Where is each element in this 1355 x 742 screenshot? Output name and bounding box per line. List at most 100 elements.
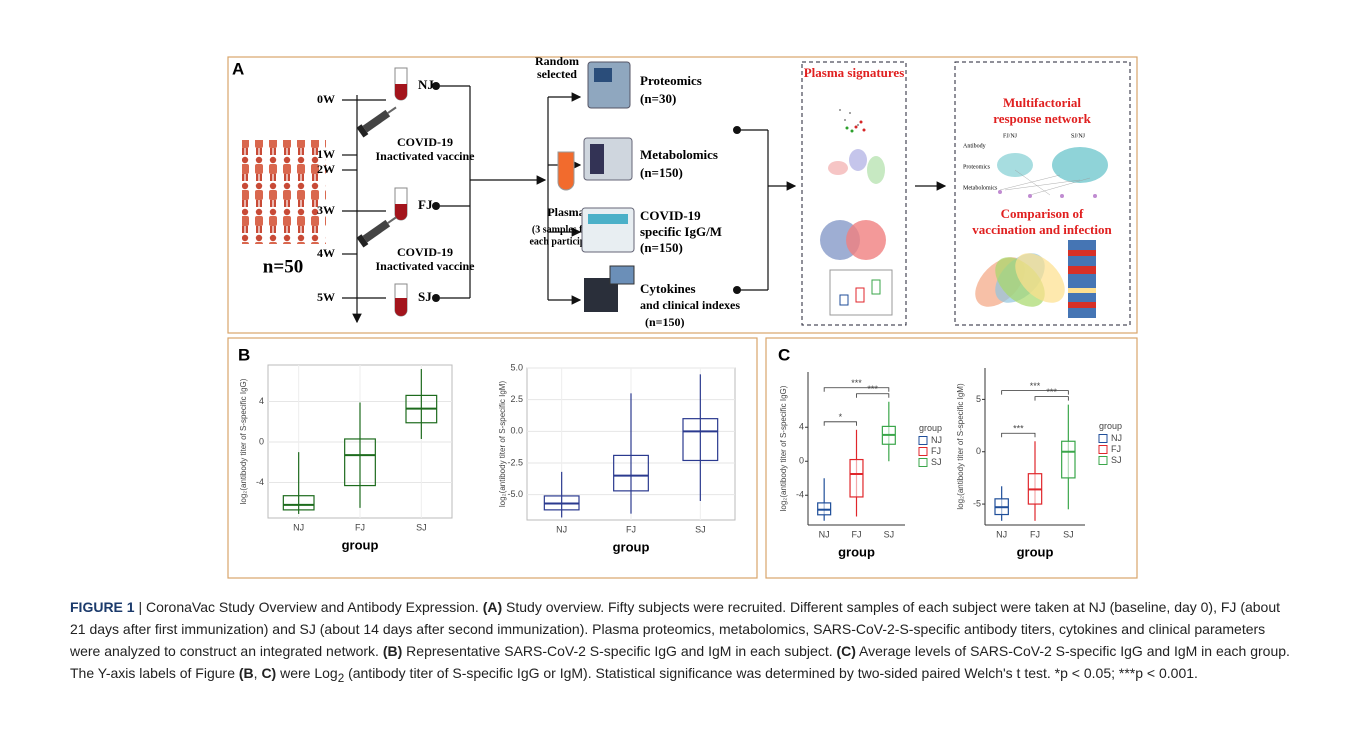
network-column: SJ/NJ [1071, 133, 1086, 139]
vaccine-label: COVID-19 [397, 245, 453, 259]
assay: Metabolomics [640, 147, 718, 162]
y-axis-title: log₂(antibody titer of S-specific IgG) [779, 385, 788, 511]
legend-title: group [919, 423, 942, 433]
assay: Proteomics [640, 73, 702, 88]
page: A B C n=50 0W 1W 2W 3W 4W 5W NJ FJ SJ CO… [0, 0, 1355, 742]
significance-label: *** [1046, 387, 1057, 397]
signature-title: Plasma signatures [804, 65, 905, 80]
legend-entry: SJ [931, 457, 942, 467]
assay: (n=150) [640, 165, 683, 180]
group-label: FJ [418, 197, 433, 212]
y-tick-label: 0 [799, 456, 804, 466]
caption-text: (B) [383, 643, 402, 659]
caption-text: | CoronaVac Study Overview and Antibody … [135, 599, 483, 615]
cohort-icon [242, 140, 326, 244]
group-label: SJ [418, 289, 432, 304]
assay: specific IgG/M [640, 224, 722, 239]
assay: COVID-19 [640, 208, 701, 223]
network-thumbnail [997, 147, 1108, 198]
x-axis-title: group [613, 539, 650, 554]
box [850, 460, 863, 497]
y-tick-label: 4 [259, 396, 264, 406]
figure-label: FIGURE 1 [70, 599, 135, 615]
legend-swatch [919, 459, 927, 467]
y-tick-label: -4 [256, 477, 264, 487]
y-tick-label: 0 [976, 446, 981, 456]
significance-label: *** [1030, 381, 1041, 391]
panel-label: C [778, 345, 790, 364]
significance-label: * [839, 412, 843, 422]
x-tick-label: FJ [626, 524, 636, 534]
timepoint: 2W [317, 162, 335, 176]
x-tick-label: SJ [1063, 529, 1074, 539]
cohort-size: n=50 [263, 256, 303, 277]
x-tick-label: NJ [819, 529, 830, 539]
legend-entry: SJ [1111, 455, 1122, 465]
random-label: Random [535, 54, 579, 68]
panel-label: A [232, 59, 244, 78]
x-tick-label: SJ [416, 522, 427, 532]
y-tick-label: 5.0 [510, 362, 523, 372]
y-axis-title: log₂(antibody titer of S-specific IgM) [956, 383, 965, 510]
y-tick-label: 5 [976, 394, 981, 404]
signature-thumbnails [820, 109, 892, 315]
figure-caption: FIGURE 1 | CoronaVac Study Overview and … [70, 596, 1292, 690]
timepoint: 5W [317, 290, 335, 304]
instruments [582, 62, 634, 312]
network-title: response network [993, 111, 1091, 126]
box [1062, 441, 1075, 478]
x-axis-title: group [1017, 544, 1054, 559]
y-tick-label: 2.5 [510, 394, 523, 404]
significance-label: *** [851, 378, 862, 388]
legend-title: group [1099, 421, 1122, 431]
legend-swatch [1099, 446, 1107, 454]
legend-swatch [1099, 435, 1107, 443]
x-axis-title: group [838, 544, 875, 559]
network-row: Metabolomics [963, 185, 998, 191]
legend-swatch [1099, 457, 1107, 465]
legend-swatch [919, 448, 927, 456]
y-axis-title: log₂(antibody titer of S-specific IgM) [498, 381, 507, 508]
network-row: Antibody [963, 143, 986, 149]
plasma-label: Plasma [547, 205, 584, 219]
assay: (n=30) [640, 91, 676, 106]
random-label: selected [537, 67, 577, 81]
x-tick-label: SJ [884, 529, 895, 539]
vaccine-label: Inactivated vaccine [376, 149, 476, 163]
timepoint: 3W [317, 203, 335, 217]
caption-text: (A) [483, 599, 502, 615]
legend-entry: NJ [931, 435, 942, 445]
y-axis-title: log₂(antibody titer of S-specific IgG) [239, 378, 248, 504]
x-tick-label: FJ [355, 522, 365, 532]
venn-heatmap-thumbnail [966, 240, 1096, 318]
assay: (n=150) [640, 240, 683, 255]
vaccine-label: COVID-19 [397, 135, 453, 149]
y-tick-label: 0.0 [510, 426, 523, 436]
y-tick-label: -4 [796, 490, 804, 500]
vaccine-label: Inactivated vaccine [376, 259, 476, 273]
group-label: NJ [418, 77, 434, 92]
x-tick-label: NJ [996, 529, 1007, 539]
network-title: Multifactorial [1003, 95, 1081, 110]
connector-dots [432, 82, 741, 302]
x-tick-label: FJ [852, 529, 862, 539]
timepoint: 1W [317, 147, 335, 161]
tubes [395, 68, 574, 316]
caption-text: (antibody titer of S-specific IgG or IgM… [344, 665, 1198, 681]
panel-label: B [238, 345, 250, 364]
network-row: Proteomics [963, 164, 991, 170]
x-axis-title: group [342, 537, 379, 552]
legend-entry: FJ [1111, 444, 1121, 454]
caption-text: were Log [276, 665, 337, 681]
y-tick-label: 0 [259, 436, 264, 446]
x-tick-label: SJ [695, 524, 706, 534]
comparison-title: Comparison of [1001, 206, 1084, 221]
caption-text: (C) [837, 643, 856, 659]
timepoint: 4W [317, 246, 335, 260]
signature-box [802, 62, 906, 325]
legend-swatch [919, 437, 927, 445]
x-tick-label: NJ [556, 524, 567, 534]
caption-text: C) [261, 665, 276, 681]
network-column: FJ/NJ [1003, 133, 1018, 139]
y-tick-label: 4 [799, 422, 804, 432]
